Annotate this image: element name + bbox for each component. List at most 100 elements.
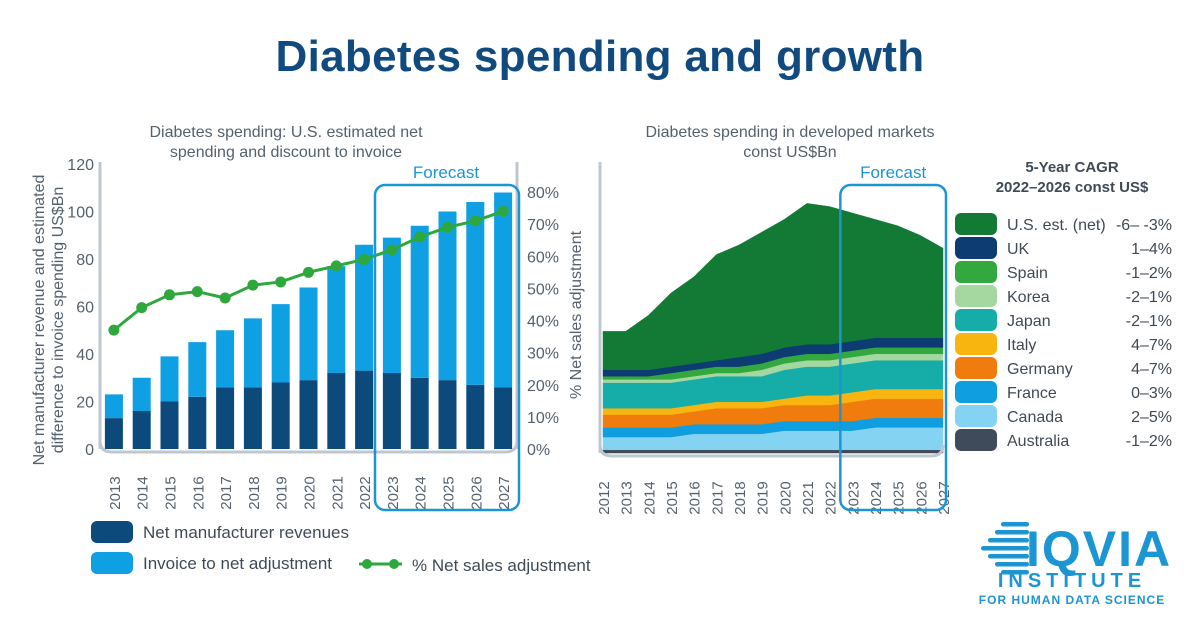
left-x-tick-label: 2015	[163, 476, 180, 509]
bar-invoice-adjustment	[327, 266, 346, 373]
cagr-row-value: -1–2%	[1126, 433, 1172, 450]
right-x-tick-label: 2027	[936, 481, 953, 514]
bar-invoice-adjustment	[271, 304, 290, 383]
bar-invoice-adjustment	[299, 287, 318, 381]
net-sales-adjustment-point	[247, 279, 259, 291]
left-x-tick-label: 2019	[274, 476, 291, 509]
cagr-row-market: France	[1007, 385, 1057, 402]
bar-net-revenue	[382, 373, 401, 449]
left-x-tick-label: 2027	[496, 476, 513, 509]
right-x-tick-label: 2013	[619, 481, 636, 514]
bar-net-revenue	[243, 387, 262, 449]
left-y-tick-label: 60	[76, 300, 94, 317]
right-x-tick-label: 2025	[891, 481, 908, 514]
net-sales-adjustment-point	[330, 260, 342, 272]
area-australia	[602, 449, 944, 454]
cagr-legend: 5-Year CAGR 2022–2026 const US$ U.S. est. …	[955, 159, 1172, 451]
cagr-row-swatch	[955, 309, 997, 331]
right-x-tick-label: 2024	[868, 481, 885, 514]
net-sales-adjustment-point	[442, 221, 453, 233]
left-y-tick-label: 80	[76, 252, 94, 269]
left-y2-tick-label: 20%	[527, 378, 559, 395]
bar-invoice-adjustment	[104, 394, 123, 419]
right-x-tick-label: 2023	[845, 481, 862, 514]
net-sales-adjustment-point	[275, 276, 287, 288]
cagr-row-swatch	[955, 333, 997, 355]
right-x-tick-label: 2012	[596, 481, 613, 514]
cagr-subtitle: 2022–2026 const US$	[996, 179, 1149, 196]
cagr-row-value: -6– -3%	[1116, 217, 1172, 234]
right-x-tick-label: 2022	[823, 481, 840, 514]
logo-tagline: FOR HUMAN DATA SCIENCE	[979, 593, 1165, 607]
cagr-row-swatch	[955, 237, 997, 259]
cagr-row-market: Japan	[1007, 313, 1051, 330]
left-y-axis-title: difference to invoice spending US$Bn	[50, 187, 67, 454]
bar-net-revenue	[160, 401, 179, 449]
legend-net-revenue-label: Net manufacturer revenues	[143, 523, 349, 542]
bar-net-revenue	[410, 377, 429, 449]
bar-invoice-adjustment	[243, 318, 262, 388]
net-sales-adjustment-point	[469, 215, 481, 227]
cagr-row-value: 2–5%	[1131, 409, 1172, 426]
cagr-row-swatch	[955, 261, 997, 283]
cagr-row-value: 4–7%	[1131, 337, 1172, 354]
left-x-tick-label: 2021	[329, 476, 346, 509]
page-title: Diabetes spending and growth	[275, 32, 925, 81]
right-forecast-label: Forecast	[860, 163, 926, 182]
bar-net-revenue	[188, 396, 207, 449]
left-x-tick-label: 2016	[190, 476, 207, 509]
cagr-row-swatch	[955, 405, 997, 427]
right-chart-title: const US$Bn	[743, 144, 836, 161]
left-x-tick-label: 2022	[357, 476, 374, 509]
cagr-row-market: Germany	[1007, 361, 1073, 378]
left-y-axis-title: Net manufacturer revenue and estimated	[31, 175, 48, 466]
right-x-tick-label: 2019	[755, 481, 772, 514]
bar-invoice-adjustment	[188, 342, 207, 397]
left-x-axis-line	[98, 440, 519, 454]
legend-invoice-adjustment-swatch	[91, 552, 133, 574]
left-y2-tick-label: 30%	[527, 346, 559, 363]
cagr-row-value: 0–3%	[1131, 385, 1172, 402]
right-chart-title: Diabetes spending in developed markets	[645, 124, 934, 141]
bar-net-revenue	[271, 382, 290, 449]
cagr-row-market: U.S. est. (net)	[1007, 217, 1106, 234]
net-sales-adjustment-point	[358, 253, 370, 265]
legend-line-label: % Net sales adjustment	[412, 556, 591, 575]
left-x-tick-label: 2014	[135, 476, 152, 509]
bar-invoice-adjustment	[132, 377, 151, 411]
left-y2-tick-label: 60%	[527, 249, 559, 266]
cagr-row-swatch	[955, 285, 997, 307]
left-y-tick-label: 0	[85, 442, 94, 459]
cagr-row-market: Australia	[1007, 433, 1069, 450]
bar-invoice-adjustment	[466, 202, 485, 385]
cagr-row-market: Canada	[1007, 409, 1063, 426]
net-sales-adjustment-point	[386, 244, 398, 256]
cagr-row-value: -1–2%	[1126, 265, 1172, 282]
net-sales-adjustment-point	[219, 292, 231, 304]
legend-line-dot	[389, 559, 399, 569]
left-y-tick-label: 40	[76, 347, 94, 364]
net-sales-adjustment-point	[108, 324, 120, 336]
cagr-row-swatch	[955, 357, 997, 379]
logo-stripe	[1001, 522, 1029, 527]
left-y-tick-label: 100	[67, 205, 94, 222]
legend-net-revenue-swatch	[91, 521, 133, 543]
left-x-tick-label: 2013	[107, 476, 124, 509]
left-y2-tick-label: 0%	[527, 442, 550, 459]
bar-net-revenue	[327, 373, 346, 449]
logo-stripe	[988, 538, 1029, 543]
legend-invoice-adjustment-label: Invoice to net adjustment	[143, 554, 332, 573]
bar-invoice-adjustment	[216, 330, 235, 388]
bar-invoice-adjustment	[438, 211, 457, 381]
left-forecast-box	[373, 183, 521, 512]
net-sales-adjustment-point	[303, 266, 314, 278]
bar-net-revenue	[494, 387, 513, 449]
left-x-tick-label: 2017	[218, 476, 235, 509]
bar-invoice-adjustment	[494, 192, 513, 388]
cagr-row-swatch	[955, 381, 997, 403]
cagr-title: 5-Year CAGR	[1025, 159, 1119, 176]
cagr-row-value: 4–7%	[1131, 361, 1172, 378]
left-x-tick-label: 2020	[302, 476, 319, 509]
